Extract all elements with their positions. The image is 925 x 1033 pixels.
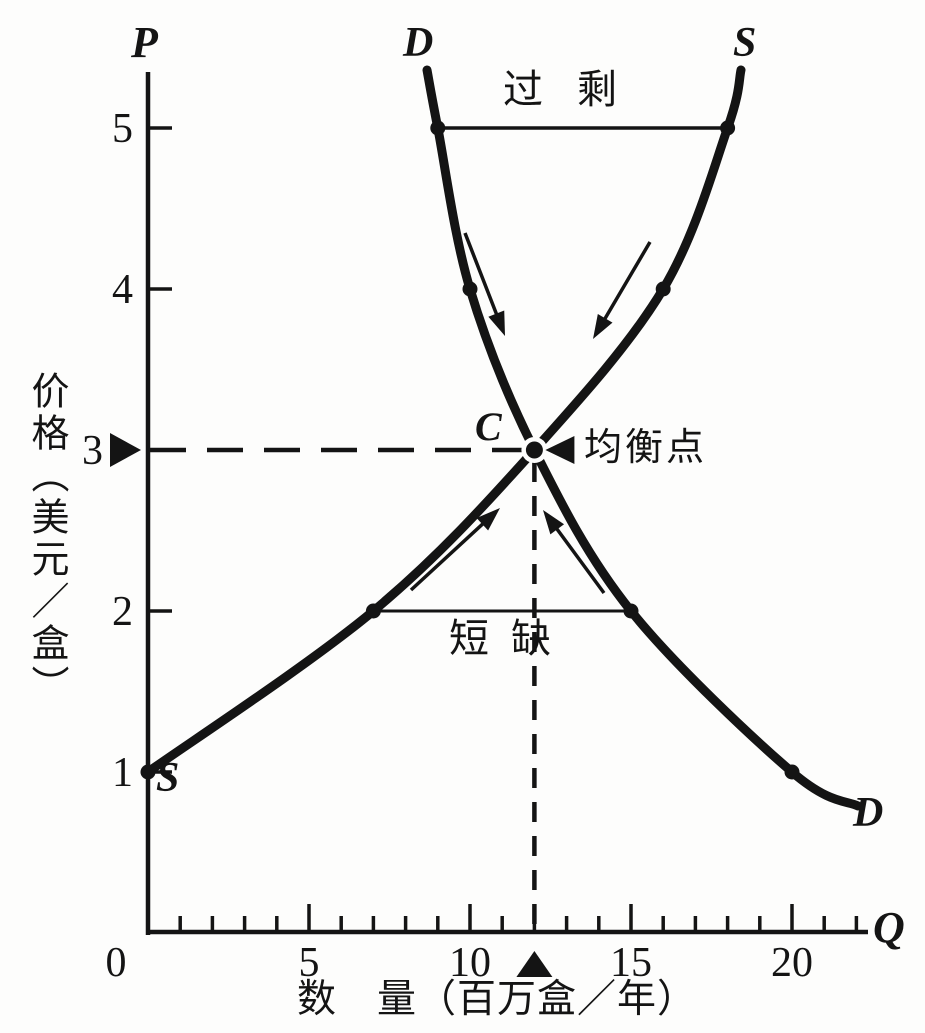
demand-curve-label-top: D: [403, 20, 434, 66]
shortage-label: 短缺: [449, 616, 573, 661]
price-falls-arrow-supply-side-head: [593, 314, 613, 339]
x-tick-label: 0: [105, 940, 127, 986]
x-axis-letter: Q: [873, 903, 905, 952]
data-point-dot: [140, 764, 156, 780]
y-tick-label: 5: [112, 106, 133, 152]
price-falls-arrow-demand-side: [463, 232, 501, 320]
price-rises-arrow-supply-side-head: [476, 508, 500, 531]
price-falls-arrow-supply-side: [600, 241, 652, 325]
price-pointer-triangle: [110, 433, 141, 467]
x-tick-label: 5: [298, 940, 320, 986]
x-axis-title: 数 量（百万盒／年）: [297, 978, 698, 1021]
x-tick-label: 15: [610, 940, 652, 986]
equilibrium-pointer-triangle: [545, 436, 575, 464]
quantity-pointer-triangle: [516, 951, 553, 977]
data-point-dot: [655, 281, 671, 297]
x-tick-label: 10: [449, 940, 491, 986]
price-falls-arrow-demand-side-head: [488, 310, 505, 336]
supply-curve-label-bottom: S: [156, 755, 180, 801]
demand-curve-label-bottom: D: [853, 790, 884, 836]
surplus-label: 过剩: [503, 67, 651, 112]
data-point-dot: [720, 120, 736, 136]
data-point-dot: [365, 603, 381, 619]
y-axis-letter: P: [131, 18, 158, 67]
price-rises-arrow-supply-side: [409, 518, 488, 592]
data-point-dot: [784, 764, 800, 780]
y-axis-title: 价格（美元／盒）: [25, 371, 67, 707]
data-point-dot: [462, 281, 478, 297]
supply-curve-label-top: S: [733, 20, 757, 66]
data-point-dot: [430, 120, 446, 136]
y-tick-label: 4: [112, 267, 133, 313]
supply-curve: [143, 65, 746, 777]
x-tick-label: 20: [771, 940, 813, 986]
equilibrium-point-label: C: [475, 404, 502, 449]
equilibrium-callout-label: 均衡点: [584, 427, 708, 469]
y-tick-label: 1: [112, 750, 133, 796]
price-rises-arrow-demand-side: [552, 523, 606, 595]
data-point-dot: [623, 603, 639, 619]
y-tick-label: 3: [82, 428, 103, 474]
equilibrium-dot: [525, 441, 543, 459]
y-tick-label: 2: [112, 589, 133, 635]
price-rises-arrow-demand-side-head: [543, 510, 565, 535]
